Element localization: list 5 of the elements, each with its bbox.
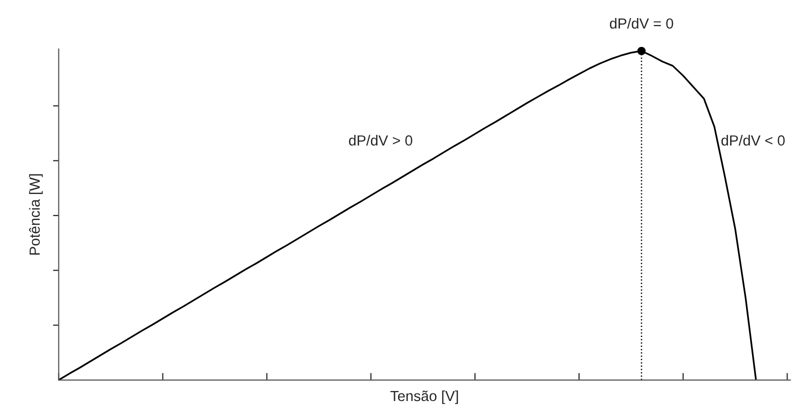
x-axis-title: Tensão [V] — [390, 390, 458, 404]
y-axis-title: Potência [W] — [29, 174, 43, 255]
annotation: dP/dV > 0 — [349, 134, 412, 146]
annotation: dP/dV < 0 — [721, 134, 785, 146]
text: dP/dV = 0 — [610, 18, 674, 29]
